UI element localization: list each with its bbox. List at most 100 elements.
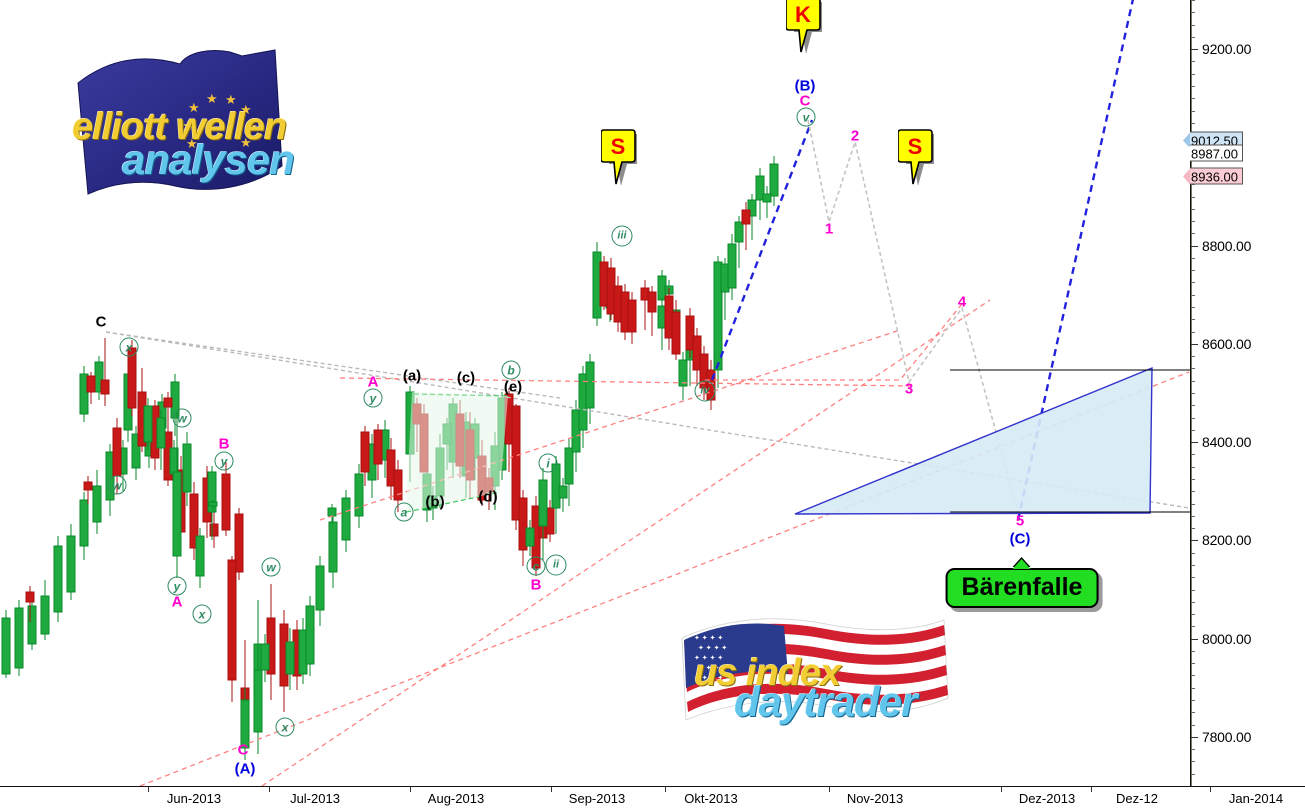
- price-tick-label: 7800.00: [1202, 728, 1252, 745]
- date-tick: [829, 787, 830, 792]
- price-minor-tick: [1191, 700, 1195, 702]
- wave-label-B-2: B: [530, 576, 542, 594]
- price-minor-tick: [1191, 307, 1195, 309]
- date-axis[interactable]: Jun-2013 Jul-2013 Aug-2013 Sep-2013 Okt-2013…: [0, 786, 1305, 808]
- price-minor-tick: [1191, 405, 1195, 407]
- price-minor-tick: [1191, 454, 1195, 456]
- price-minor-tick: [1191, 749, 1195, 751]
- wave-label-c-paren: (c): [456, 369, 476, 387]
- price-tick-label: 9200.00: [1202, 41, 1252, 58]
- wave-label-five: 5: [1015, 512, 1025, 530]
- logo-eu-line1: elliott wellen: [72, 106, 287, 148]
- price-flag-notch: [1183, 145, 1190, 161]
- wave-label-y-1: y: [167, 576, 187, 596]
- price-minor-tick: [1191, 0, 1195, 1]
- target-wedge: [794, 366, 1153, 515]
- logo-us-line1: us index: [694, 652, 841, 694]
- elliott-wellen-analysen-logo: ★ ★ ★ ★ ★ ★ ★ ★ elliott wellen analysen: [70, 48, 325, 198]
- trendline-gray-long: [105, 331, 1190, 509]
- wave-label-three: 3: [904, 380, 914, 398]
- svg-text:★: ★: [225, 92, 237, 107]
- price-minor-tick: [1191, 601, 1195, 603]
- price-minor-tick: [1191, 257, 1195, 259]
- price-tick-label: 8400.00: [1202, 434, 1252, 451]
- price-minor-tick: [1191, 589, 1195, 591]
- date-tick-label: Aug-2013: [427, 791, 485, 806]
- price-tick: [1191, 49, 1198, 51]
- candlestick-series: [1, 156, 779, 760]
- price-minor-tick: [1191, 24, 1195, 26]
- price-tick-label: 8800.00: [1202, 237, 1252, 254]
- price-axis[interactable]: 9200.00 8800.00 8600.00 8400.00 8200.00 8000.…: [1183, 0, 1305, 787]
- price-minor-tick: [1191, 675, 1195, 677]
- svg-text:★: ★: [182, 118, 194, 133]
- price-tick: [1191, 245, 1198, 247]
- pin-letter: S: [611, 134, 626, 159]
- price-tick-label: 8000.00: [1202, 630, 1252, 647]
- price-minor-tick: [1191, 564, 1195, 566]
- wave-label-iv-circ: iv: [694, 380, 716, 402]
- price-minor-tick: [1191, 712, 1195, 714]
- wave-label-C-paren: (C): [1009, 530, 1031, 548]
- logo-eu-line2: analysen: [122, 136, 295, 183]
- buy-pin-k[interactable]: K: [785, 0, 824, 58]
- price-minor-tick: [1191, 294, 1195, 296]
- projection-path-red: [705, 303, 963, 381]
- wave-label-iii-circ: iii: [611, 225, 633, 247]
- us-index-daytrader-logo: ✦ ✦ ✦ ✦ ✦ ✦ ✦ ✦ ✦ ✦ ✦ ✦ ✦ ✦ ✦ ✦ ✦ ✦ ✦ ✦ …: [676, 612, 968, 736]
- price-flag-label: 8987.00: [1190, 144, 1243, 162]
- us-flag-shape: ✦ ✦ ✦ ✦ ✦ ✦ ✦ ✦ ✦ ✦ ✦ ✦ ✦ ✦ ✦ ✦ ✦ ✦ ✦ ✦: [681, 618, 949, 721]
- price-minor-tick: [1191, 687, 1195, 689]
- projection-path: [807, 119, 1020, 517]
- logo-us-line2: daytrader: [734, 678, 917, 725]
- wave-label-C-bottom: C: [237, 741, 249, 759]
- price-minor-tick: [1191, 478, 1195, 480]
- pin-letter: S: [908, 134, 923, 159]
- wave-label-y-3: y: [363, 388, 383, 408]
- price-tick-label: 8600.00: [1202, 335, 1252, 352]
- sell-pin-right[interactable]: S: [897, 128, 936, 190]
- date-tick: [1091, 787, 1092, 792]
- price-minor-tick: [1191, 270, 1195, 272]
- svg-text:✦ ✦ ✦ ✦: ✦ ✦ ✦ ✦: [698, 664, 727, 672]
- plot-area[interactable]: 8508.00 8204.00 CxwwyAByxwC(A)xAy(a)(c)b…: [0, 0, 1190, 786]
- wave-label-y-2: y: [214, 451, 234, 471]
- svg-text:★: ★: [240, 135, 252, 150]
- price-tick-label: 8200.00: [1202, 532, 1252, 549]
- wave-label-C-2: C: [799, 92, 811, 110]
- triangle-shaded: [406, 392, 508, 512]
- wave-label-B-paren: (B): [794, 77, 816, 95]
- wave-label-e-paren: (e): [503, 378, 523, 396]
- price-minor-tick: [1191, 85, 1195, 87]
- date-tick: [551, 787, 552, 792]
- price-minor-tick: [1191, 12, 1195, 14]
- price-minor-tick: [1191, 73, 1195, 75]
- wave-label-d-paren: (d): [478, 488, 498, 506]
- date-tick: [269, 787, 270, 792]
- eu-stars: ★ ★ ★ ★ ★ ★ ★ ★: [182, 91, 258, 151]
- wave-label-x-2: x: [192, 604, 212, 624]
- pin-letter: K: [795, 2, 811, 27]
- price-minor-tick: [1191, 380, 1195, 382]
- price-minor-tick: [1191, 368, 1195, 370]
- price-minor-tick: [1191, 761, 1195, 763]
- sell-pin-left[interactable]: S: [600, 128, 639, 190]
- date-tick-label: Okt-2013: [684, 791, 738, 806]
- price-minor-tick: [1191, 221, 1195, 223]
- trendline-red-flat: [339, 377, 911, 387]
- wave-label-w-1: w: [107, 475, 127, 495]
- pin-body: [785, 0, 821, 53]
- price-minor-tick: [1191, 208, 1195, 210]
- price-flag-8936: 8936.00: [1183, 167, 1243, 185]
- date-tick: [410, 787, 411, 792]
- wave-label-c-top-left: C: [95, 313, 107, 331]
- pin-body: [897, 129, 933, 185]
- wave-label-a-paren: (a): [402, 367, 422, 385]
- price-minor-tick: [1191, 61, 1195, 63]
- price-minor-tick: [1191, 503, 1195, 505]
- price-flag-label: 8936.00: [1190, 167, 1243, 185]
- price-minor-tick: [1191, 417, 1195, 419]
- wave-label-A-2: A: [367, 373, 379, 391]
- baerenfalle-callout[interactable]: Bärenfalle: [945, 559, 1099, 608]
- date-tick-label: Nov-2013: [846, 791, 904, 806]
